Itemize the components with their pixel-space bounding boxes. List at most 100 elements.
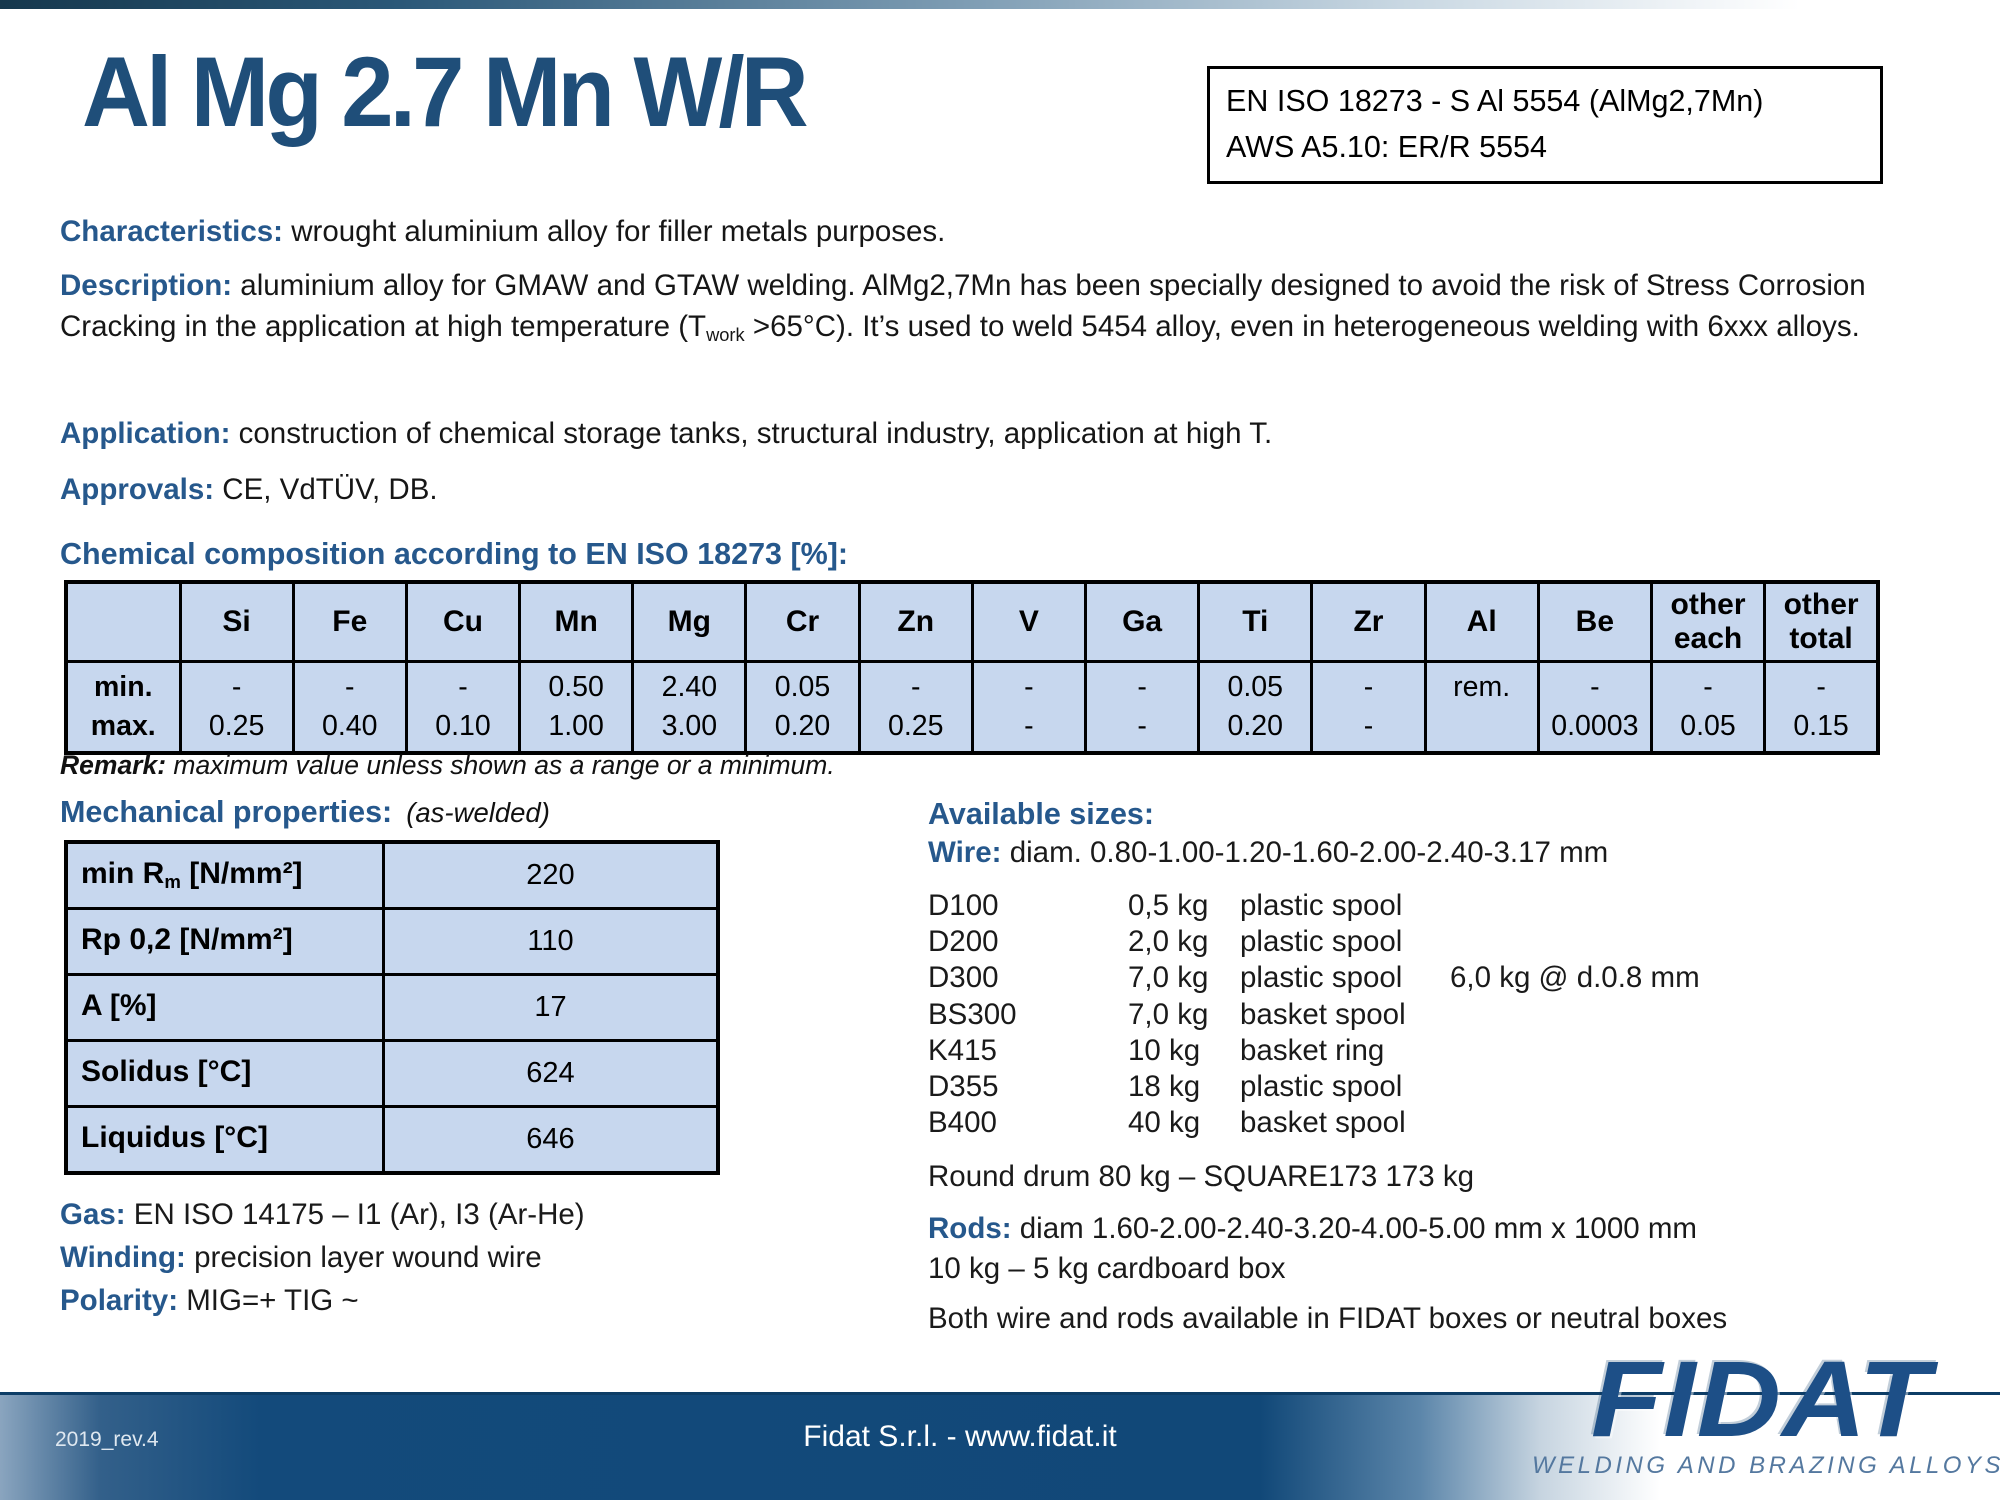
polarity-line: Polarity: MIG=+ TIG ~ (60, 1284, 359, 1318)
polarity-label: Polarity: (60, 1284, 179, 1317)
chem-max-cell: 1.00 (518, 707, 635, 755)
spool-type: basket ring (1240, 1033, 1385, 1067)
chem-col-header: other total (1763, 580, 1880, 663)
boxes-availability-line: Both wire and rods available in FIDAT bo… (928, 1302, 1728, 1335)
fidat-logo-text: FIDAT (1590, 1338, 1932, 1459)
chem-max-cell: 0.15 (1763, 707, 1880, 755)
description-paragraph: Description: aluminium alloy for GMAW an… (60, 266, 1938, 347)
chem-min-cell: 2.40 (631, 660, 748, 707)
chem-col-header: Mn (518, 580, 635, 663)
winding-text: precision layer wound wire (185, 1241, 542, 1274)
chem-col-header: Zr (1310, 580, 1427, 663)
spool-code: B400 (928, 1106, 997, 1140)
chem-max-cell: 0.25 (178, 707, 295, 755)
gas-text: EN ISO 14175 – I1 (Ar), I3 (Ar-He) (125, 1198, 585, 1231)
approvals-paragraph: Approvals: CE, VdTÜV, DB. (60, 470, 1938, 511)
spool-note (1450, 1033, 1700, 1069)
chem-col-header: Ti (1197, 580, 1314, 663)
remark-text: maximum value unless shown as a range or… (166, 750, 835, 780)
application-label: Application: (60, 417, 231, 450)
gas-line: Gas: EN ISO 14175 – I1 (Ar), I3 (Ar-He) (60, 1198, 585, 1232)
spool-code: D300 (928, 961, 999, 995)
spool-type: basket spool (1240, 1106, 1406, 1140)
chem-max-cell: 0.40 (291, 707, 408, 755)
mech-label-text: min R (81, 857, 165, 891)
chem-max-cell: 0.20 (744, 707, 861, 755)
chem-min-cell: - (1536, 660, 1653, 707)
chem-min-cell: - (1083, 660, 1201, 707)
application-text: construction of chemical storage tanks, … (230, 417, 1273, 450)
chem-col-header: Al (1423, 580, 1540, 663)
footer-company-url: Fidat S.r.l. - www.fidat.it (803, 1420, 1117, 1453)
rods-packaging-line: 10 kg – 5 kg cardboard box (928, 1252, 1286, 1285)
chem-min-cell: - (857, 660, 974, 707)
wire-line: Wire: diam. 0.80-1.00-1.20-1.60-2.00-2.4… (928, 836, 1608, 870)
rods-label: Rods: (928, 1212, 1012, 1245)
spool-note (1450, 1069, 1700, 1105)
mech-row-label: Rp 0,2 [N/mm²] (64, 907, 385, 976)
mech-row-solidus: Solidus [°C] 624 (64, 1039, 720, 1108)
mech-label-text: Liquidus [°C] (81, 1121, 268, 1155)
characteristics-text: wrought aluminium alloy for filler metal… (283, 215, 946, 248)
chem-max-label: max. (64, 707, 182, 755)
characteristics-paragraph: Characteristics: wrought aluminium alloy… (60, 212, 1938, 253)
spool-code: D355 (928, 1070, 999, 1104)
winding-line: Winding: precision layer wound wire (60, 1241, 542, 1275)
description-subscript: work (706, 323, 745, 345)
chem-min-row: min. - - - 0.50 2.40 0.05 - - - 0.05 - r… (64, 660, 1880, 707)
description-text-2: >65°C). It’s used to weld 5454 alloy, ev… (744, 309, 1860, 343)
mechanical-properties-heading: Mechanical properties: (as-welded) (60, 795, 550, 830)
chem-max-row: max. 0.25 0.40 0.10 1.00 3.00 0.20 0.25 … (64, 707, 1880, 755)
mech-row-label: A [%] (64, 973, 385, 1042)
chem-header-row: Si Fe Cu Mn Mg Cr Zn V Ga Ti Zr Al Be ot… (64, 580, 1880, 663)
chem-min-cell: - (404, 660, 522, 707)
as-welded-note: (as-welded) (406, 797, 550, 828)
chem-max-cell: 0.0003 (1536, 707, 1653, 755)
mech-row-rp02: Rp 0,2 [N/mm²] 110 (64, 907, 720, 976)
spool-weight: 10 kg (1128, 1033, 1201, 1067)
mech-row-label: Solidus [°C] (64, 1039, 385, 1108)
standards-box: EN ISO 18273 - S Al 5554 (AlMg2,7Mn) AWS… (1207, 66, 1883, 184)
spool-code: D100 (928, 889, 999, 922)
spool-note (1450, 924, 1700, 960)
chem-col-header: Fe (291, 580, 408, 663)
winding-label: Winding: (60, 1241, 186, 1274)
description-label: Description: (60, 269, 233, 302)
spool-code: K415 (928, 1033, 997, 1067)
wire-label: Wire: (928, 836, 1002, 869)
chem-col-header: Mg (631, 580, 748, 663)
chem-col-header: Ga (1083, 580, 1201, 663)
rods-text: diam 1.60-2.00-2.40-3.20-4.00-5.00 mm x … (1011, 1212, 1697, 1245)
mech-row-value: 220 (382, 840, 720, 910)
mech-row-value: 624 (382, 1039, 720, 1108)
spool-code: D200 (928, 925, 999, 959)
spool-weight: 2,0 kg (1128, 925, 1209, 959)
chem-min-cell: - (1649, 660, 1767, 707)
available-sizes-heading: Available sizes: (928, 797, 1155, 831)
chem-max-cell: 3.00 (631, 707, 748, 755)
chem-col-header: V (970, 580, 1088, 663)
chem-col-header: other each (1649, 580, 1767, 663)
chem-col-header: Be (1536, 580, 1653, 663)
mech-label-text: Rp 0,2 [N/mm²] (81, 923, 293, 957)
wire-text: diam. 0.80-1.00-1.20-1.60-2.00-2.40-3.17… (1001, 836, 1609, 869)
fidat-logo-subtitle: WELDING AND BRAZING ALLOYS (1532, 1451, 2000, 1479)
chem-min-cell: - (1310, 660, 1427, 707)
spool-note: 6,0 kg @ d.0.8 mm (1450, 961, 1700, 995)
mech-row-rm: min Rm [N/mm²] 220 (64, 840, 720, 910)
spool-type: plastic spool (1240, 889, 1403, 922)
chem-col-header: Cr (744, 580, 861, 663)
chem-max-cell: - (1083, 707, 1201, 755)
spool-type: plastic spool (1240, 925, 1403, 959)
description-text-1: aluminium alloy for GMAW and GTAW weldin… (60, 269, 1866, 343)
page-title: Al Mg 2.7 Mn W/R (82, 36, 809, 147)
application-paragraph: Application: construction of chemical st… (60, 414, 1938, 455)
chemical-composition-table: Si Fe Cu Mn Mg Cr Zn V Ga Ti Zr Al Be ot… (64, 580, 1880, 755)
chem-min-cell: - (970, 660, 1088, 707)
characteristics-label: Characteristics: (60, 215, 283, 248)
approvals-text: CE, VdTÜV, DB. (214, 473, 438, 506)
spool-type: plastic spool (1240, 1070, 1403, 1104)
mech-row-value: 17 (382, 973, 720, 1042)
spool-code: BS300 (928, 997, 1017, 1031)
